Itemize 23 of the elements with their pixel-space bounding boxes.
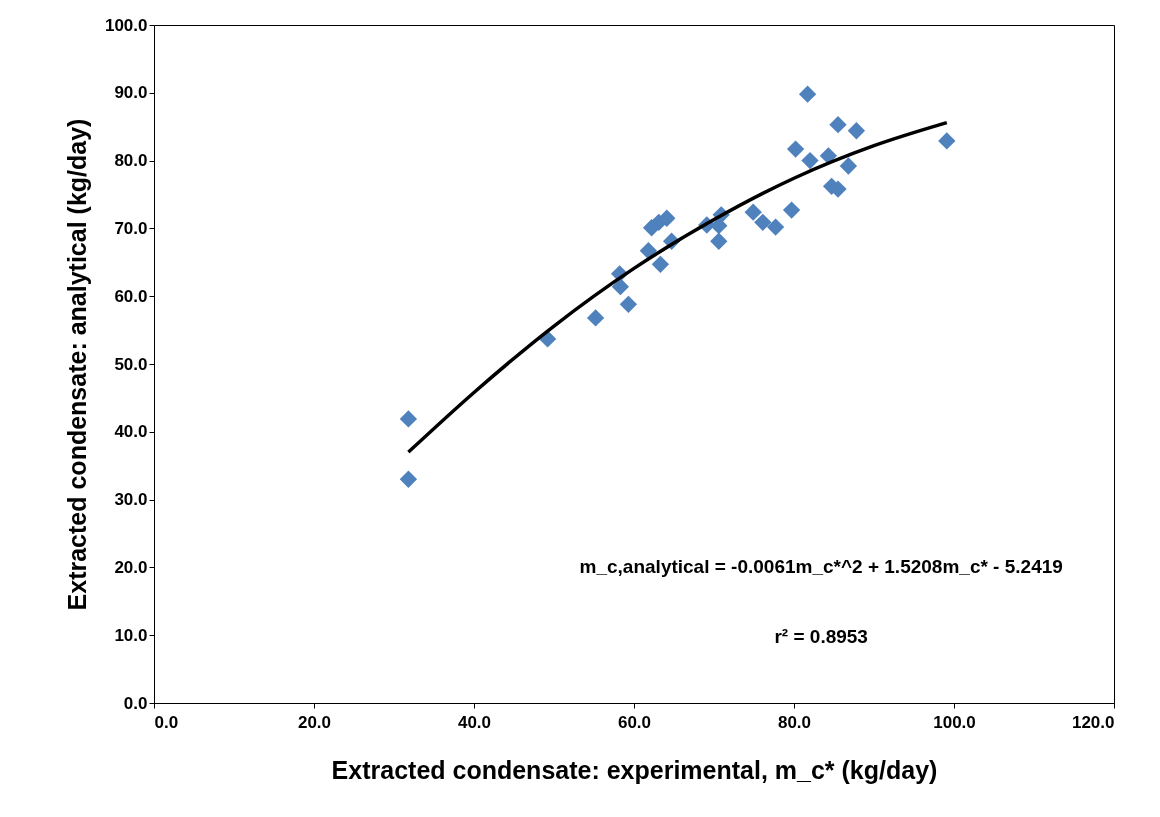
y-tick-label: 100.0 [104,15,148,35]
y-tick-label: 70.0 [114,218,148,238]
x-tick-label: 120.0 [1071,712,1115,732]
y-tick-label: 80.0 [114,151,148,171]
y-tick-label: 0.0 [123,693,148,713]
y-axis-title: Extracted condensate: analytical (kg/day) [62,118,91,611]
y-tick-label: 90.0 [114,83,148,103]
x-tick-label: 80.0 [777,712,812,732]
y-tick-label: 40.0 [114,422,148,442]
y-tick-label: 10.0 [114,625,148,645]
x-tick-label: 60.0 [617,712,652,732]
x-axis-title: Extracted condensate: experimental, m_c* (kg/day) [331,755,938,784]
y-tick-label: 50.0 [114,354,148,374]
x-tick-label: 0.0 [154,712,179,732]
x-tick-label: 40.0 [457,712,492,732]
line-series [406,120,949,454]
y-tick-label: 20.0 [114,557,148,577]
x-tick-label: 20.0 [297,712,332,732]
y-tick-label: 30.0 [114,490,148,510]
y-tick-label: 60.0 [114,286,148,306]
annotation: r² = 0.8953 [774,625,868,647]
annotation: m_c,analytical = -0.0061m_c*^2 + 1.5208m_c* - 5.2419 [579,556,1063,578]
x-tick-label: 100.0 [933,712,976,732]
